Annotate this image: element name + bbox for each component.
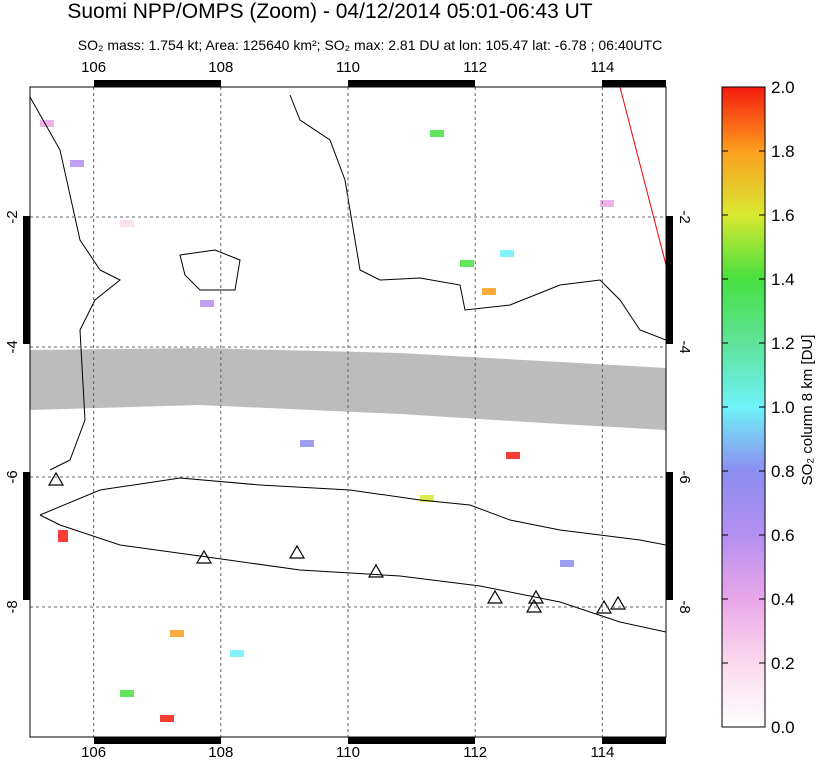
colorbar-tick-label: 1.0 xyxy=(771,398,795,417)
colorbar-tick-label: 0.4 xyxy=(771,590,795,609)
colorbar-tick-label: 0.0 xyxy=(771,718,795,737)
colorbar-tick-label: 1.2 xyxy=(771,334,795,353)
x-tick-label-bottom: 110 xyxy=(336,744,360,759)
subtitle: SO₂ mass: 1.754 kt; Area: 125640 km²; SO… xyxy=(78,37,662,53)
coastlines xyxy=(30,94,666,633)
grid xyxy=(30,87,666,737)
y-tick-label-left: -4 xyxy=(4,340,21,353)
x-tick-label-top: 110 xyxy=(336,59,360,76)
colorbar-tick-label: 0.8 xyxy=(771,462,795,481)
y-tick-label-right: -8 xyxy=(676,600,693,613)
x-tick-label-top: 106 xyxy=(81,59,106,76)
colorbar-tick-label: 0.2 xyxy=(771,654,795,673)
y-tick-label-left: -6 xyxy=(4,470,21,483)
colorbar xyxy=(721,86,766,728)
y-tick-label-right: -4 xyxy=(676,340,693,353)
x-tick-label-bottom: 108 xyxy=(208,744,233,759)
y-tick-label-right: -6 xyxy=(676,470,693,483)
degree-bars xyxy=(23,80,673,744)
colorbar-tick-label: 1.4 xyxy=(771,270,795,289)
colorbar-tick-label: 1.6 xyxy=(771,206,795,225)
swath-edge xyxy=(619,87,666,266)
x-tick-label-top: 108 xyxy=(208,59,233,76)
x-tick-label-bottom: 106 xyxy=(81,744,106,759)
colorbar-tick-label: 1.8 xyxy=(771,142,795,161)
x-tick-label-top: 112 xyxy=(463,59,487,76)
so2-pixels xyxy=(40,120,614,722)
map-area xyxy=(30,87,666,737)
x-tick-label-bottom: 114 xyxy=(590,744,614,759)
y-tick-label-left: -2 xyxy=(4,210,21,223)
colorbar-tick-label: 2.0 xyxy=(771,78,795,97)
x-tick-label-bottom: 112 xyxy=(463,744,487,759)
colorbar-label: SO₂ column 8 km [DU] xyxy=(799,335,816,486)
y-tick-label-left: -8 xyxy=(4,600,21,613)
y-tick-label-right: -2 xyxy=(676,210,693,223)
title: Suomi NPP/OMPS (Zoom) - 04/12/2014 05:01… xyxy=(67,0,592,23)
colorbar-tick-label: 0.6 xyxy=(771,526,795,545)
x-tick-label-top: 114 xyxy=(590,59,614,76)
